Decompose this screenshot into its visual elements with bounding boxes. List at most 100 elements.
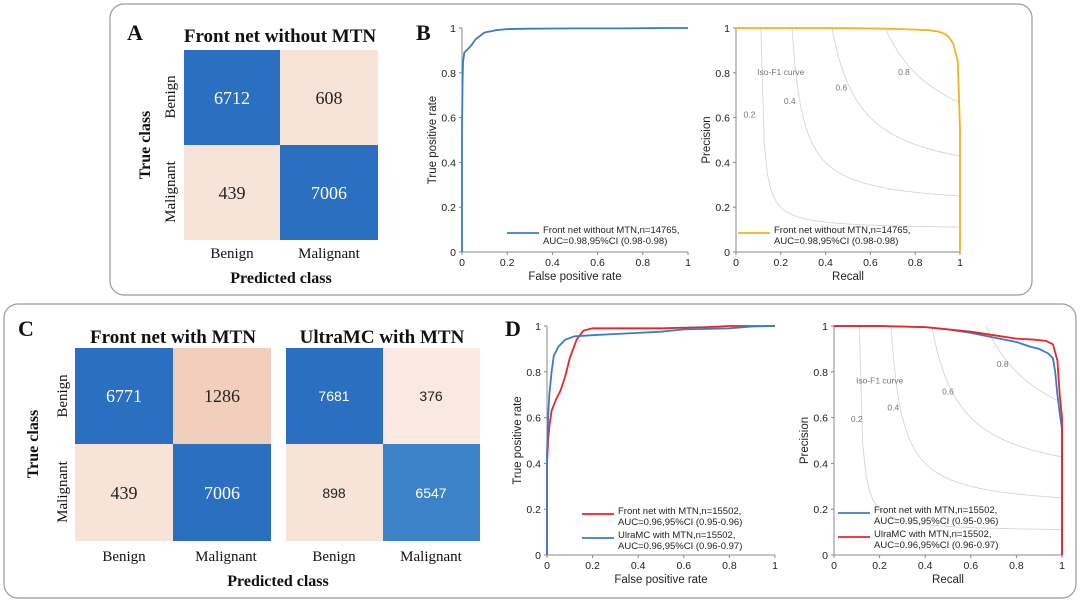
b-roc-x-tick-4: 0.8: [635, 257, 650, 269]
b-pr-y-tick-1: 0.2: [715, 202, 730, 214]
d-pr-iso-f1-curve-0: [858, 325, 1063, 531]
b-pr-y-tick-0: 0: [724, 247, 730, 259]
b-pr-iso-f1-label-3: 0.8: [898, 67, 910, 77]
d-pr-xlabel: Recall: [932, 574, 964, 586]
b-pr-legend-text-0-0: Front net without MTN,n=14765,: [774, 225, 911, 236]
b-pr-x-tick-5: 1: [957, 257, 963, 269]
cm-a-col-label-malignant: Malignant: [298, 246, 360, 262]
confusion-matrix-a: Front net without MTN 6712 608 439 7006 …: [137, 26, 378, 287]
d-roc-ylabel: True positive rate: [512, 396, 524, 484]
d-pr-iso-f1-label-0: 0.2: [851, 414, 863, 424]
d-pr-iso-f1-title: Iso-F1 curve: [856, 375, 904, 385]
cm-c1-ylabel: True class: [25, 410, 42, 479]
b-roc-legend-text-0-1: AUC=0.98,95%CI (0.98-0.98): [543, 236, 667, 247]
b-roc-x-tick-1: 0.2: [500, 257, 515, 269]
d-roc-y-tick-5: 1: [535, 321, 541, 333]
b-pr-x-tick-3: 0.6: [863, 257, 878, 269]
b-pr-y-tick-3: 0.6: [715, 113, 730, 125]
d-pr-iso-f1-label-2: 0.6: [942, 387, 954, 397]
cm-a-value-1-1: 7006: [311, 183, 347, 203]
d-roc-x-tick-0: 0: [544, 560, 550, 572]
b-pr-iso-f1-title: Iso-F1 curve: [757, 67, 805, 77]
d-roc-y-tick-0: 0: [535, 550, 541, 562]
cm-a-row-label-benign: Benign: [163, 75, 179, 119]
cm-a-title: Front net without MTN: [184, 26, 377, 47]
panel-label-c: C: [18, 316, 34, 341]
b-roc-ylabel: True positive rate: [427, 96, 439, 184]
d-pr-x-tick-2: 0.4: [918, 560, 933, 572]
cm-c1-cell-1-1: [173, 444, 271, 541]
d-roc-x-tick-2: 0.4: [631, 560, 646, 572]
d-pr-y-tick-4: 0.8: [813, 367, 828, 379]
d-pr-ylabel: Precision: [799, 417, 811, 464]
d-roc-y-tick-3: 0.6: [526, 413, 541, 425]
b-roc-x-tick-3: 0.6: [590, 257, 605, 269]
d-roc-series-line-1: [546, 325, 776, 555]
d-roc-legend-text-1-1: AUC=0.96,95%CI (0.96-0.97): [618, 541, 742, 552]
pr-plot-b: 0.2 0.4 0.6 0.8 Iso-F1 curve 0 0.2 0.4 0.6 0.8 1 0 0…: [701, 23, 963, 283]
d-roc-x-tick-4: 0.8: [722, 560, 737, 572]
d-roc-legend-text-1-0: UlraMC with MTN,n=15502,: [618, 530, 735, 541]
cm-c2-value-0-1: 376: [419, 388, 443, 404]
pr-plot-d: 0.2 0.4 0.6 0.8 Iso-F1 curve 0 0.2 0.4 0.6 0.8 1 0 0…: [799, 321, 1065, 586]
b-roc-y-tick-3: 0.6: [441, 113, 456, 125]
cm-c2-cell-1-0: [286, 444, 383, 541]
cm-a-value-0-0: 6712: [214, 88, 250, 108]
cm-a-value-0-1: 608: [316, 88, 343, 108]
d-roc-y-tick-2: 0.4: [526, 458, 541, 470]
cm-c1-value-0-0: 6771: [106, 386, 142, 406]
d-pr-iso-f1-curve-1: [890, 325, 1063, 499]
cm-c2-value-0-0: 7681: [318, 388, 349, 404]
d-pr-x-tick-1: 0.2: [872, 560, 887, 572]
confusion-matrix-c2: UltraMC with MTN 7681 376 898 6547 Benig…: [286, 327, 480, 565]
b-roc-x-tick-0: 0: [459, 257, 465, 269]
d-pr-y-tick-0: 0: [822, 550, 828, 562]
cm-c-xlabel: Predicted class: [227, 573, 328, 590]
d-roc-x-tick-1: 0.2: [585, 560, 600, 572]
d-roc-series-line-0: [546, 325, 775, 555]
cm-a-ylabel: True class: [137, 111, 154, 180]
cm-c2-title: UltraMC with MTN: [300, 327, 465, 348]
cm-c1-col-label-malignant: Malignant: [195, 549, 257, 565]
d-roc-y-tick-1: 0.2: [526, 504, 541, 516]
b-pr-iso-f1-label-2: 0.6: [835, 83, 847, 93]
b-pr-x-tick-1: 0.2: [773, 257, 788, 269]
b-pr-x-tick-0: 0: [733, 257, 739, 269]
b-roc-legend-text-0-0: Front net without MTN,n=14765,: [543, 225, 680, 236]
b-roc-x-tick-2: 0.4: [545, 257, 560, 269]
cm-c1-value-0-1: 1286: [204, 386, 240, 406]
d-pr-x-tick-5: 1: [1059, 560, 1065, 572]
b-pr-y-tick-2: 0.4: [715, 157, 730, 169]
b-pr-iso-f1-curve-0: [760, 27, 960, 228]
d-roc-legend-text-0-0: Front net with MTN,n=15502,: [618, 506, 741, 517]
panel-label-d: D: [505, 316, 521, 341]
d-roc-y-tick-4: 0.8: [526, 367, 541, 379]
cm-c1-cell-0-1: [173, 348, 271, 444]
cm-c2-value-1-0: 898: [322, 485, 346, 501]
d-pr-y-tick-2: 0.4: [813, 458, 828, 470]
confusion-matrix-c1: Front net with MTN 6771 1286 439 7006 Be…: [25, 327, 271, 565]
cm-c1-cell-1-0: [75, 444, 173, 541]
b-pr-y-tick-5: 1: [724, 23, 730, 35]
b-roc-y-tick-0: 0: [450, 247, 456, 259]
d-pr-legend-text-0-0: Front net with MTN,n=15502,: [874, 505, 997, 516]
d-pr-legend-text-0-1: AUC=0.95,95%CI (0.95-0.96): [874, 516, 998, 527]
d-pr-x-tick-0: 0: [831, 560, 837, 572]
cm-c1-title: Front net with MTN: [90, 327, 256, 348]
d-roc-xlabel: False positive rate: [614, 574, 707, 586]
b-roc-xlabel: False positive rate: [528, 271, 621, 283]
cm-c2-cell-0-1: [383, 348, 480, 444]
d-pr-y-tick-1: 0.2: [813, 504, 828, 516]
b-roc-y-tick-2: 0.4: [441, 157, 456, 169]
cm-a-col-label-benign: Benign: [210, 246, 254, 262]
cm-a-value-1-0: 439: [219, 183, 246, 203]
cm-a-cell-0-0: [184, 50, 280, 145]
d-pr-iso-f1-label-3: 0.8: [997, 359, 1009, 369]
roc-plot-d: 0 0.2 0.4 0.6 0.8 1 0 0.2 0.4 0.6 0.8 1 False positi…: [512, 321, 778, 586]
cm-a-cell-1-0: [184, 145, 280, 240]
panel-frame-top: [109, 3, 1033, 296]
b-pr-series-line-0: [736, 27, 961, 252]
b-pr-legend-text-0-1: AUC=0.98,95%CI (0.98-0.98): [774, 236, 898, 247]
cm-c2-value-1-1: 6547: [415, 485, 446, 501]
cm-c1-value-1-0: 439: [111, 483, 138, 503]
